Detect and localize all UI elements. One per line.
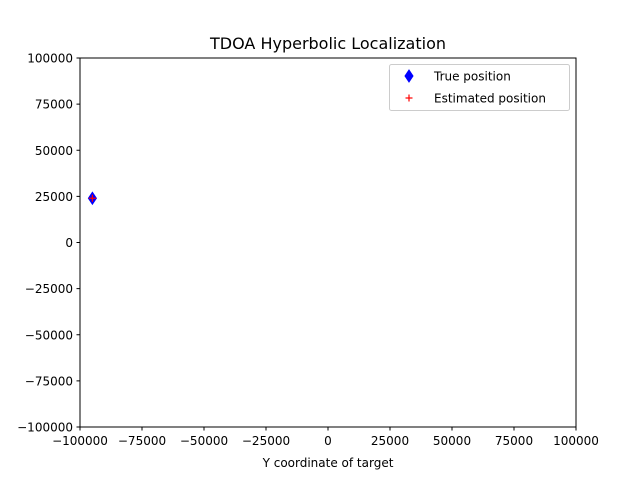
x-axis-label: Y coordinate of target — [262, 456, 394, 470]
chart-title: TDOA Hyperbolic Localization — [209, 34, 446, 53]
x-tick-label: 75000 — [495, 434, 533, 448]
plot-frame — [79, 57, 577, 428]
estimated-position-marker — [88, 194, 96, 202]
x-tick-label: 0 — [324, 434, 332, 448]
legend-box — [389, 64, 570, 111]
legend-label: Estimated position — [434, 92, 546, 106]
x-tick-label: −25000 — [242, 434, 290, 448]
y-tick-label: −25000 — [25, 282, 73, 296]
y-axis-ticks: −100000 −75000 −50000 −25000 0 25000 50000 7500… — [17, 52, 80, 435]
y-tick-label: 25000 — [35, 190, 73, 204]
legend-marker — [404, 69, 414, 83]
y-tick-label: 0 — [65, 236, 73, 250]
legend-marker — [405, 94, 413, 102]
y-tick-label: 100000 — [27, 52, 73, 66]
y-tick-label: −75000 — [25, 374, 73, 388]
x-tick-label: 25000 — [371, 434, 409, 448]
y-tick-label: −100000 — [17, 421, 73, 435]
x-tick-label: −50000 — [180, 434, 228, 448]
plot-marks — [87, 191, 98, 206]
legend-label: True position — [433, 70, 511, 84]
x-tick-label: 100000 — [553, 434, 599, 448]
y-tick-label: 50000 — [35, 144, 73, 158]
y-tick-label: 75000 — [35, 98, 73, 112]
x-axis-ticks: −100000 −75000 −50000 −25000 0 25000 50000 7500… — [52, 427, 599, 448]
x-tick-label: −75000 — [118, 434, 166, 448]
x-tick-label: 50000 — [433, 434, 471, 448]
legend: True position Estimated position — [389, 64, 570, 111]
y-tick-label: −50000 — [25, 328, 73, 342]
x-tick-label: −100000 — [52, 434, 108, 448]
